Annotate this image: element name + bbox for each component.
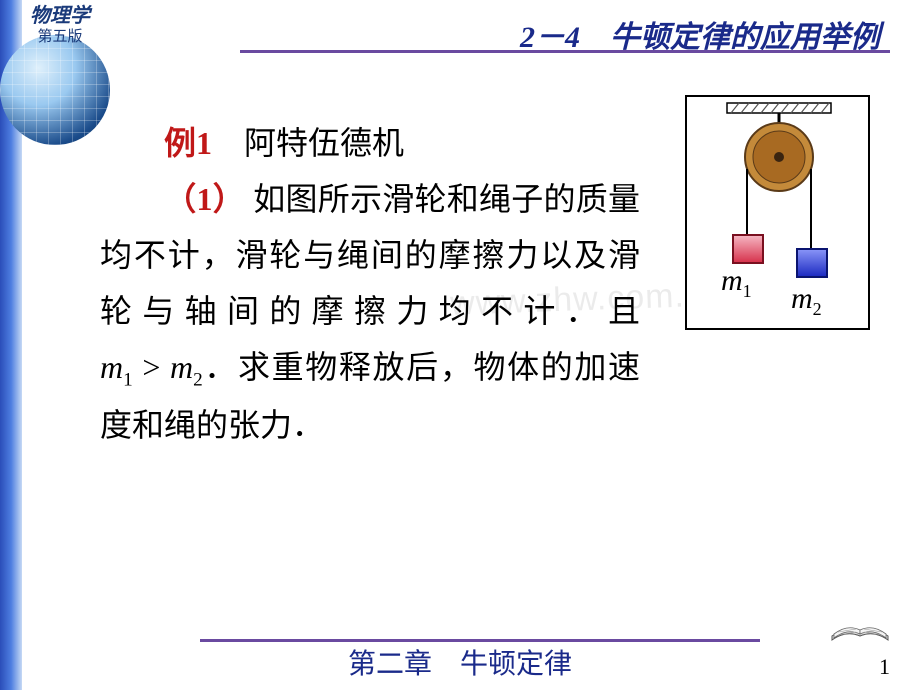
example-heading: 例1 阿特伍德机 <box>100 115 640 171</box>
ineq-rhs: m <box>170 349 193 385</box>
part-number: （1） <box>164 181 245 217</box>
example-body: （1） 如图所示滑轮和绳子的质量均不计，滑轮与绳间的摩擦力以及滑轮与轴间的摩擦力… <box>100 171 640 453</box>
book-icon <box>828 602 892 646</box>
globe-decoration <box>0 35 110 145</box>
ineq-lhs: m <box>100 349 123 385</box>
main-content: 例1 阿特伍德机 （1） 如图所示滑轮和绳子的质量均不计，滑轮与绳间的摩擦力以及… <box>100 115 640 453</box>
book-title: 物理学 <box>30 4 90 28</box>
example-number: 例1 <box>164 125 212 161</box>
atwood-svg <box>687 97 868 328</box>
header-underline <box>240 50 890 53</box>
ineq-rhs-sub: 2 <box>193 369 203 390</box>
ineq-lhs-sub: 1 <box>123 369 133 390</box>
example-title: 阿特伍德机 <box>244 125 404 161</box>
header-left: 物理学 第五版 <box>30 4 90 46</box>
ineq-op: > <box>142 349 160 385</box>
mass2-label: m2 <box>791 282 822 320</box>
mass1-label: m1 <box>721 264 752 302</box>
atwood-diagram: m1 m2 <box>685 95 870 330</box>
book-edition: 第五版 <box>30 28 90 46</box>
footer-chapter: 第二章 牛顿定律 <box>0 642 920 682</box>
page-number: 1 <box>879 654 890 680</box>
